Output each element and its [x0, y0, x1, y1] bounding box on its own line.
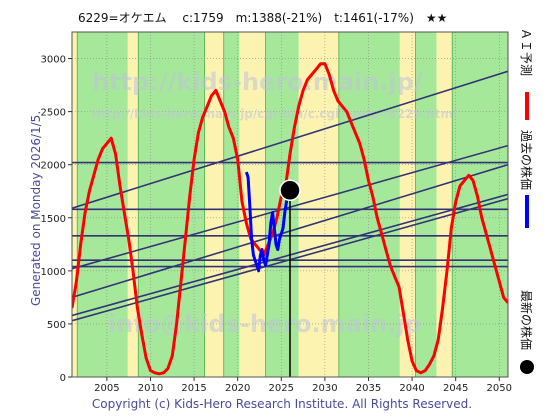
y-tick-label-4: 2000 [41, 161, 66, 172]
past-price-line [244, 171, 292, 273]
y-tick-label-3: 1500 [41, 214, 66, 225]
band-10 [399, 32, 416, 377]
x-tick-label-8: 2045 [443, 383, 468, 394]
y-tick-label-2: 1000 [41, 267, 66, 278]
legend: ＡＩ予測 過去の株価 最新の株価 [519, 28, 534, 374]
y-tick-label-1: 500 [47, 320, 66, 331]
band-12 [436, 32, 453, 377]
series-layer [72, 62, 508, 376]
trend-line-5 [72, 70, 508, 209]
watermark-mail: info@kids-hero.main.jp [108, 310, 422, 338]
band-2 [127, 32, 139, 377]
copyright-text: Copyright (c) Kids-Hero Research Institu… [92, 397, 472, 411]
x-tick-label-9: 2050 [487, 383, 512, 394]
band-0 [72, 32, 78, 377]
generated-date-label: Generated on Monday 2026/1/5. [29, 111, 43, 306]
current-price-marker [279, 179, 301, 202]
band-7 [265, 32, 299, 377]
y-tick-label-5: 2500 [41, 108, 66, 119]
y-axis: 0 500 1000 1500 2000 2500 3000 [41, 55, 72, 384]
marker-layer [279, 179, 301, 377]
x-tick-label-1: 2010 [138, 383, 163, 394]
legend-latest-label: 最新の株価 [519, 290, 534, 350]
legend-ai-label: ＡＩ予測 [519, 28, 533, 76]
x-tick-label-3: 2020 [225, 383, 250, 394]
x-tick-label-2: 2015 [181, 383, 206, 394]
band-11 [415, 32, 437, 377]
chart-title: 6229=オケエム c:1759 m:1388(-21%) t:1461(-17… [78, 11, 447, 25]
legend-past-label: 過去の株価 [519, 130, 534, 190]
x-axis: 2005 2010 2015 2020 2025 2030 2035 2040 2045 2050 [94, 377, 512, 394]
ai-forecast-line [72, 62, 508, 376]
watermark-url: http://kids-hero.main.jp/ [92, 68, 423, 96]
watermark-layer: http://kids-hero.main.jp/ http://kids-he… [92, 68, 457, 338]
band-9 [338, 32, 400, 377]
y-tick-label-6: 3000 [41, 55, 66, 66]
x-tick-label-0: 2005 [94, 383, 119, 394]
plot-frame [71, 31, 509, 378]
x-tick-label-7: 2040 [399, 383, 424, 394]
x-tick-label-4: 2025 [269, 383, 294, 394]
watermark-cgi: http://kids-hero.main.jp/cgi-bin/c.cgi?c… [92, 107, 457, 121]
legend-latest-dot [520, 360, 534, 374]
band-4 [204, 32, 224, 377]
x-tick-label-6: 2035 [356, 383, 381, 394]
y-tick-label-0: 0 [60, 373, 66, 384]
grid-layer [72, 32, 508, 377]
band-3 [138, 32, 205, 377]
x-tick-label-5: 2030 [312, 383, 337, 394]
